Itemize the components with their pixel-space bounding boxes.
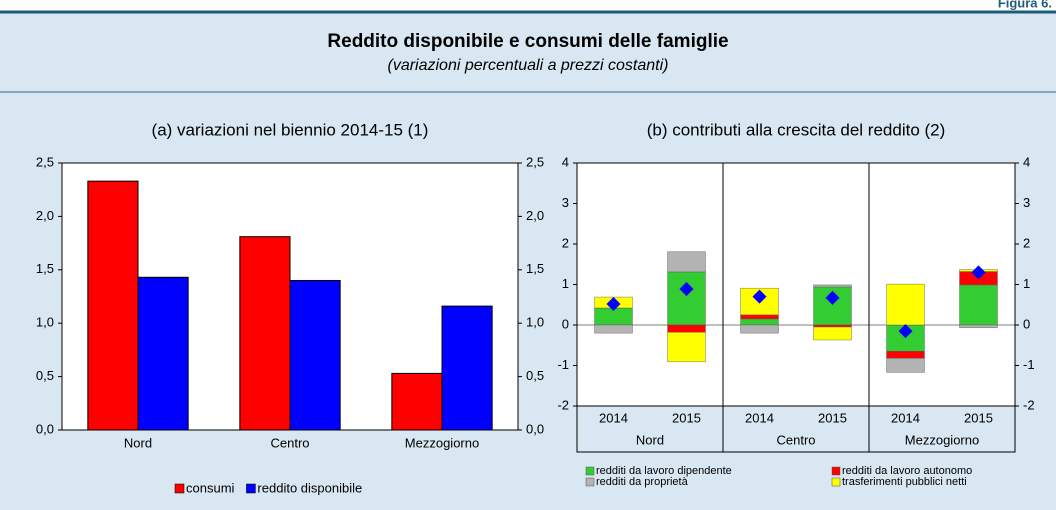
x-tick-label: Mezzogiorno	[405, 435, 479, 450]
x-tick-label: 2014	[745, 410, 774, 425]
bar-segment	[667, 271, 706, 326]
x-tick-label: 2015	[818, 410, 847, 425]
x-label-box	[576, 405, 1016, 453]
chart-title: (b) contributi alla crescita del reddito…	[647, 120, 946, 139]
legend-swatch	[585, 477, 595, 487]
group-label: Mezzogiorno	[905, 432, 979, 447]
figure-label: Figura 6.	[998, 0, 1052, 10]
y-tick-label: 2	[562, 235, 569, 250]
legend-label: trasferimenti pubblici netti	[842, 476, 967, 488]
y2-tick-label: 1,5	[526, 261, 544, 276]
legend-label: redditi da lavoro dipendente	[596, 465, 732, 477]
legend-swatch	[585, 466, 595, 476]
bar-segment	[740, 314, 779, 320]
bar	[239, 236, 291, 431]
plot-area	[576, 162, 1016, 407]
y2-tick-label: 2,5	[526, 154, 544, 169]
y-tick-label: 0,0	[36, 421, 54, 436]
x-tick-label: 2015	[672, 410, 701, 425]
y-tick-label: 0,5	[36, 368, 54, 383]
x-tick-label: 2015	[964, 410, 993, 425]
subtitle: (variazioni percentuali a prezzi costant…	[387, 57, 668, 74]
y-tick-label: 3	[562, 195, 569, 210]
y-tick-label: 1,5	[36, 261, 54, 276]
y2-tick-label: 1	[1023, 276, 1030, 291]
bar-segment	[813, 324, 852, 328]
total-marker	[898, 324, 913, 339]
top-strip	[0, 0, 1056, 12]
y-tick-label: -1	[557, 357, 569, 372]
legend-label: redditi da proprietà	[596, 476, 689, 488]
chart-title: (a) variazioni nel biennio 2014-15 (1)	[152, 120, 429, 139]
y2-tick-label: 1,0	[526, 315, 544, 330]
y-tick-label: 4	[562, 154, 569, 169]
bar-segment	[886, 283, 925, 326]
y-tick-label: 1	[562, 276, 569, 291]
x-tick-label: 2014	[891, 410, 920, 425]
bar	[391, 372, 443, 431]
bar-segment	[740, 324, 779, 334]
bar-segment	[886, 351, 925, 359]
bar	[289, 279, 341, 431]
bar-segment	[667, 332, 706, 363]
legend-label: consumi	[186, 480, 235, 495]
bar-segment	[813, 326, 852, 341]
bar	[87, 180, 139, 431]
bar-segment	[667, 324, 706, 333]
bar-segment	[959, 284, 998, 326]
total-marker	[606, 296, 621, 311]
legend-swatch	[831, 466, 841, 476]
bar-segment	[886, 358, 925, 373]
total-marker	[752, 289, 767, 304]
title: Reddito disponibile e consumi delle fami…	[327, 31, 728, 52]
bar-segment	[959, 324, 998, 329]
legend-swatch	[246, 483, 256, 494]
y-tick-label: 2,0	[36, 208, 54, 223]
bar-segment	[813, 284, 852, 288]
y2-tick-label: -1	[1023, 357, 1035, 372]
y2-tick-label: 4	[1023, 154, 1030, 169]
y2-tick-label: 2	[1023, 235, 1030, 250]
bar	[441, 305, 493, 431]
x-tick-label: Nord	[124, 435, 152, 450]
total-marker	[679, 281, 694, 296]
x-tick-label: 2014	[599, 410, 628, 425]
legend-swatch	[831, 477, 841, 487]
total-marker	[825, 290, 840, 305]
bar	[137, 276, 189, 431]
legend-swatch	[174, 483, 185, 494]
bar-segment	[594, 324, 633, 334]
y2-tick-label: 0	[1023, 316, 1030, 331]
legend-label: redditi da lavoro autonomo	[842, 465, 972, 477]
group-label: Centro	[776, 432, 815, 447]
bar-segment	[740, 318, 779, 326]
y2-tick-label: -2	[1023, 397, 1035, 412]
bar-segment	[667, 251, 706, 273]
legend-label: reddito disponibile	[257, 480, 362, 495]
y-tick-label: 1,0	[36, 315, 54, 330]
y2-tick-label: 0,0	[526, 421, 544, 436]
y2-tick-label: 3	[1023, 195, 1030, 210]
x-tick-label: Centro	[270, 435, 309, 450]
y-tick-label: 0	[562, 316, 569, 331]
y2-tick-label: 0,5	[526, 368, 544, 383]
total-marker	[971, 265, 986, 280]
group-label: Nord	[636, 432, 664, 447]
y2-tick-label: 2,0	[526, 208, 544, 223]
y-tick-label: -2	[557, 397, 569, 412]
y-tick-label: 2,5	[36, 154, 54, 169]
